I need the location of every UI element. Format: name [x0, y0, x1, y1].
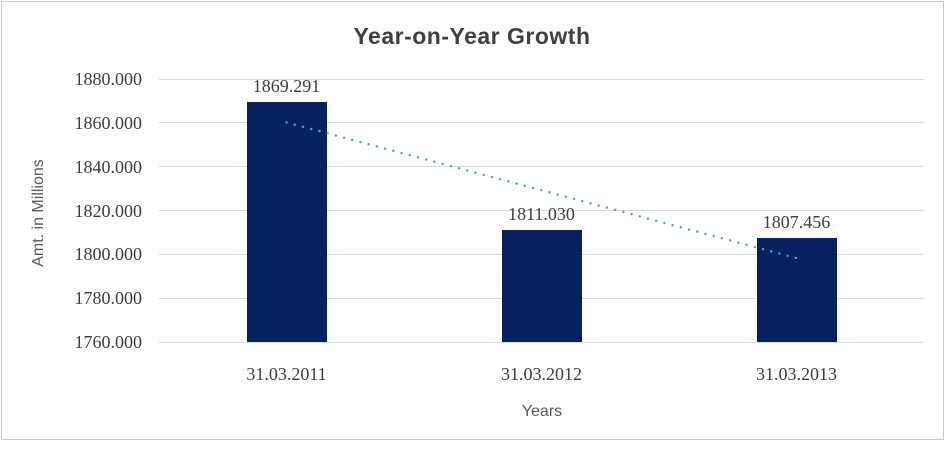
bar-data-label: 1869.291	[252, 76, 321, 97]
x-category-label: 31.03.2012	[501, 364, 582, 384]
gridline	[159, 341, 924, 343]
x-category-label: 31.03.2011	[246, 364, 327, 384]
y-tick-label: 1780.000	[74, 288, 143, 309]
y-tick-label: 1880.000	[74, 69, 143, 89]
bar-data-label: 1811.030	[508, 204, 575, 225]
bar	[246, 102, 327, 342]
y-tick-label: 1760.000	[74, 332, 143, 352]
y-tick-label: 1800.000	[74, 244, 143, 265]
y-axis-title: Amt. in Millions	[30, 159, 47, 267]
bar	[756, 237, 837, 342]
gridline	[159, 78, 924, 80]
bar	[501, 230, 582, 342]
bar-data-label: 1807.456	[762, 211, 831, 232]
y-tick-label: 1840.000	[74, 156, 143, 177]
x-axis-title: Years	[521, 403, 563, 420]
chart-title: Year-on-Year Growth	[353, 23, 591, 49]
y-tick-label: 1860.000	[74, 112, 143, 133]
x-category-label: 31.03.2013	[756, 364, 837, 384]
y-tick-label: 1820.000	[74, 200, 143, 221]
